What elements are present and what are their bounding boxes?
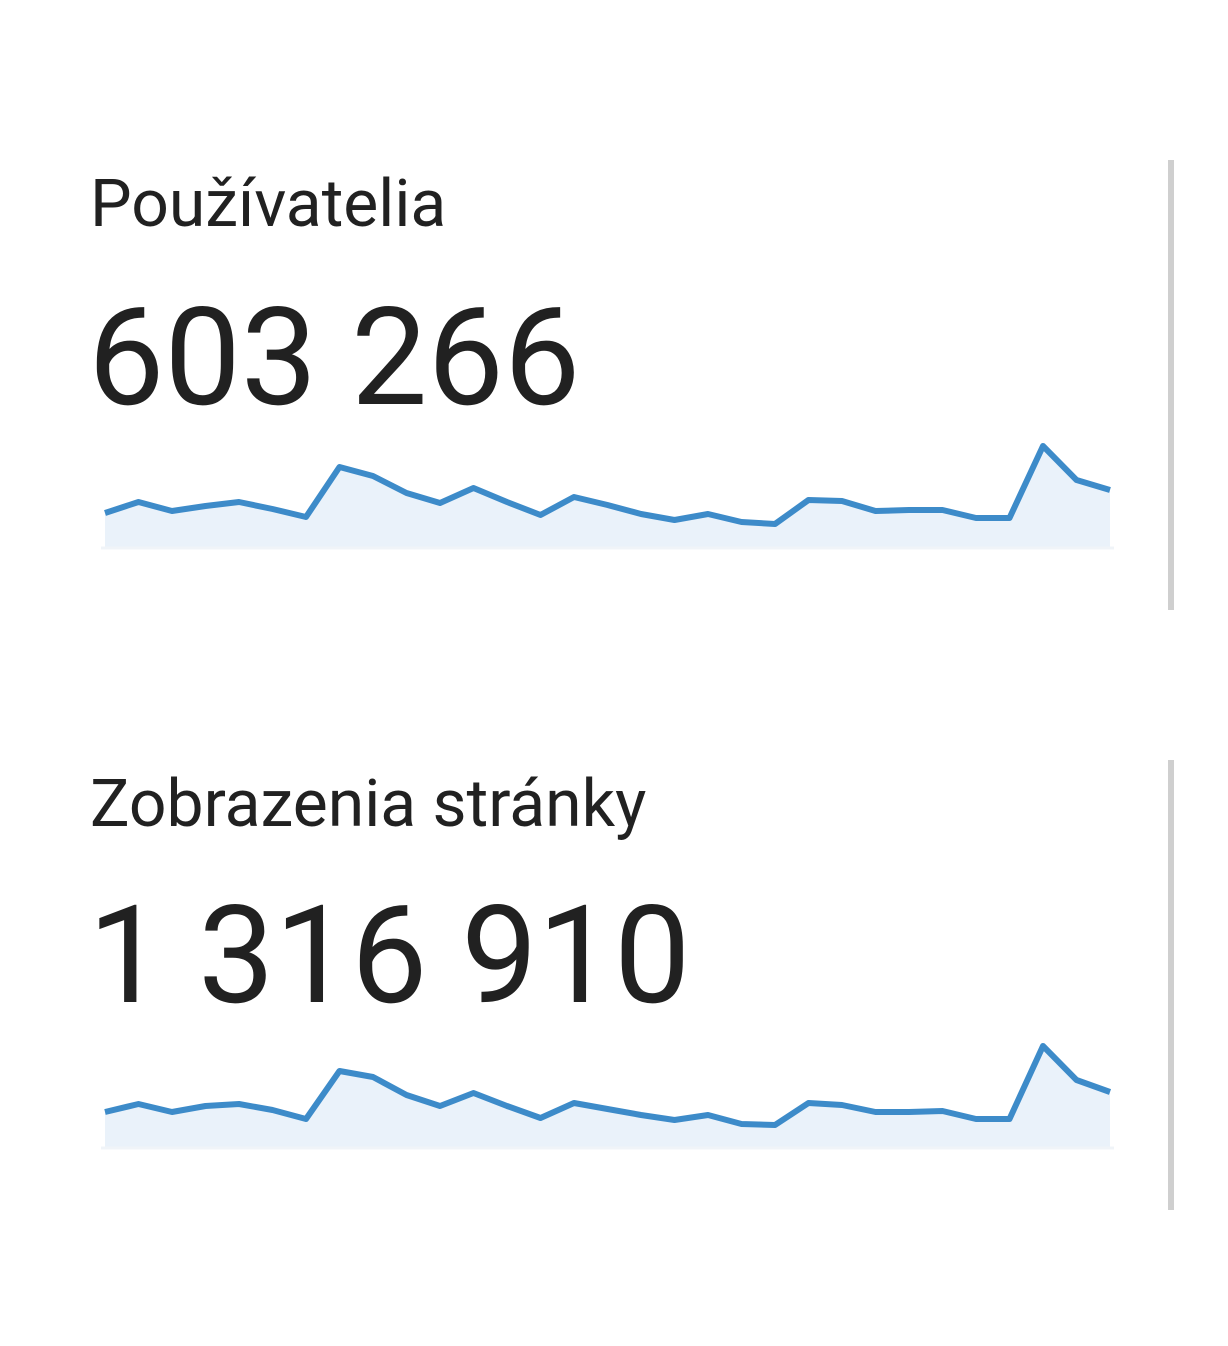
sparkline-area [105,1046,1110,1148]
metric-label: Používatelia [90,166,446,243]
metric-value: 1 316 910 [88,877,691,1036]
divider [1168,160,1174,610]
card[interactable]: Používatelia 603 266 [88,160,1174,610]
divider [1168,760,1174,1210]
metric-label: Zobrazenia stránky [90,766,646,843]
metric-value: 603 266 [88,279,580,438]
sparkline-area [105,446,1110,548]
card[interactable]: Zobrazenia stránky 1 316 910 [88,760,1174,1210]
sparkline [104,1043,1112,1128]
sparkline [104,443,1111,527]
